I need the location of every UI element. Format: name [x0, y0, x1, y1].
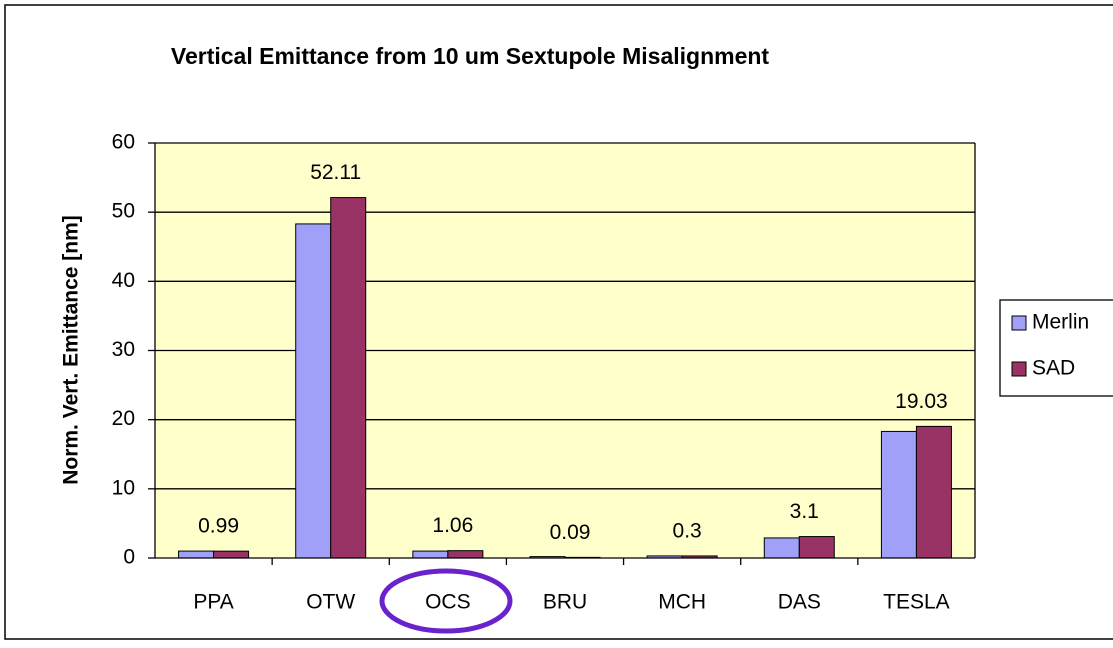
data-label: 0.09 — [550, 521, 591, 544]
highlight-ellipse — [379, 568, 513, 634]
data-label: 3.1 — [790, 500, 819, 523]
bar — [798, 536, 835, 559]
data-label: 0.3 — [673, 519, 702, 542]
y-tick-label: 50 — [112, 200, 135, 223]
bar — [295, 223, 332, 559]
legend-swatch — [1011, 361, 1027, 377]
x-tick-label: OCS — [425, 591, 471, 614]
y-tick-label: 0 — [123, 546, 135, 569]
x-tick-label: OTW — [306, 591, 355, 614]
bar — [330, 197, 367, 559]
data-label: 52.11 — [310, 161, 361, 184]
data-label: 1.06 — [432, 514, 473, 537]
y-axis-label: Norm. Vert. Emittance [nm] — [60, 215, 83, 485]
x-tick-label: MCH — [658, 591, 706, 614]
y-tick-label: 20 — [112, 407, 135, 430]
y-tick-label: 10 — [112, 476, 135, 499]
x-tick-label: DAS — [778, 591, 821, 614]
bar — [915, 425, 952, 559]
y-tick-label: 40 — [112, 269, 135, 292]
bar — [880, 430, 917, 559]
legend-label: SAD — [1032, 357, 1075, 380]
bar — [412, 550, 449, 559]
bar — [178, 550, 215, 559]
x-tick-label: TESLA — [883, 591, 950, 614]
plot-area: 0 10 20 30 40 50 60 PPA 0.99 OTW 52.11 OCS 1.06 BRU 0.… — [112, 131, 976, 614]
data-label: 0.99 — [198, 515, 239, 538]
bar — [213, 550, 250, 559]
bar — [763, 537, 800, 559]
data-label: 19.03 — [895, 390, 948, 413]
chart-title: Vertical Emittance from 10 um Sextupole … — [171, 43, 770, 69]
y-tick-label: 60 — [112, 131, 135, 154]
bar — [447, 550, 484, 559]
legend-swatch — [1011, 315, 1027, 331]
y-tick-label: 30 — [112, 338, 135, 361]
x-tick-label: PPA — [193, 591, 233, 614]
x-tick-label: BRU — [543, 591, 587, 614]
legend-label: Merlin — [1032, 311, 1089, 334]
